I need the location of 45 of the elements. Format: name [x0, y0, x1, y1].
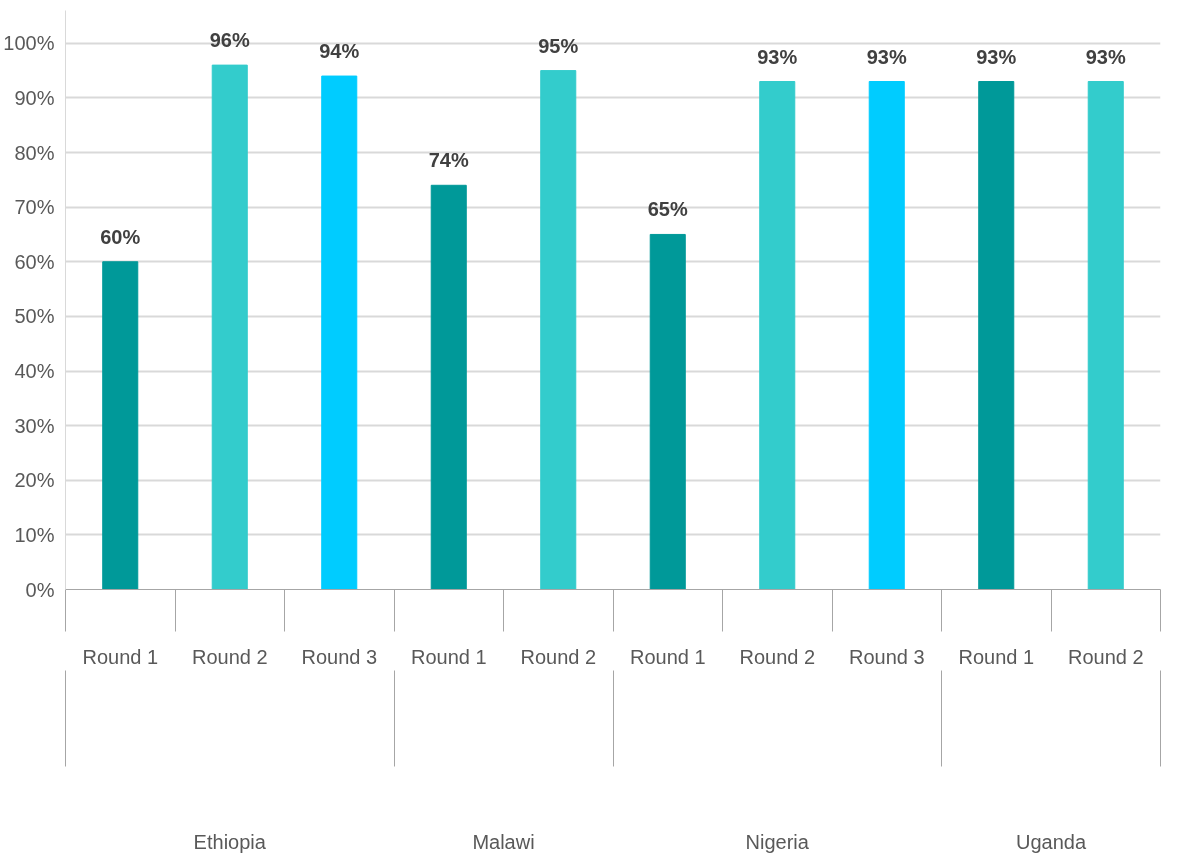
data-label: 93%: [1085, 45, 1126, 68]
y-tick-label: 60%: [14, 250, 55, 273]
bar: [102, 261, 139, 590]
data-label: 93%: [976, 45, 1017, 68]
data-label: 94%: [319, 40, 360, 63]
y-tick-label: 90%: [14, 86, 55, 109]
data-label: 60%: [100, 225, 141, 248]
data-label: 96%: [209, 29, 250, 52]
x-tick-label: Round 2: [191, 645, 268, 668]
bar: [321, 75, 358, 590]
bar: [211, 64, 248, 590]
y-tick-label: 20%: [14, 469, 55, 492]
bar: [649, 233, 686, 590]
data-label: 95%: [538, 34, 579, 57]
x-tick-label: Round 1: [410, 645, 487, 668]
text: Ethiopia: [193, 830, 267, 853]
bar: [430, 184, 467, 590]
x-tick-label: Round 1: [82, 645, 159, 668]
x-tick-label: Round 2: [739, 645, 816, 668]
y-tick-label: 40%: [14, 360, 55, 383]
text: Uganda: [1015, 830, 1087, 853]
x-tick-label: Round 3: [848, 645, 925, 668]
y-tick-label: 80%: [14, 141, 55, 164]
bar: [1087, 81, 1124, 590]
x-tick-label: Round 2: [1067, 645, 1144, 668]
data-label: 65%: [647, 198, 688, 221]
y-tick-label: 30%: [14, 414, 55, 437]
y-tick-label: 70%: [14, 196, 55, 219]
x-tick-label: Round 1: [629, 645, 706, 668]
x-tick-label: Round 1: [958, 645, 1035, 668]
data-label: 74%: [428, 149, 469, 172]
bar: [978, 81, 1015, 590]
x-tick-label: Round 3: [301, 645, 378, 668]
y-tick-label: 10%: [14, 523, 55, 546]
text: Nigeria: [745, 830, 810, 853]
y-tick-label: 0%: [25, 578, 55, 601]
bar: [868, 81, 905, 590]
bar: [759, 81, 796, 590]
y-tick-label: 50%: [14, 305, 55, 328]
x-tick-label: Round 2: [520, 645, 597, 668]
data-label: 93%: [757, 45, 798, 68]
data-label: 93%: [866, 45, 907, 68]
y-tick-label: 100%: [3, 32, 55, 55]
text: Malawi: [472, 830, 535, 853]
bar: [540, 70, 577, 590]
